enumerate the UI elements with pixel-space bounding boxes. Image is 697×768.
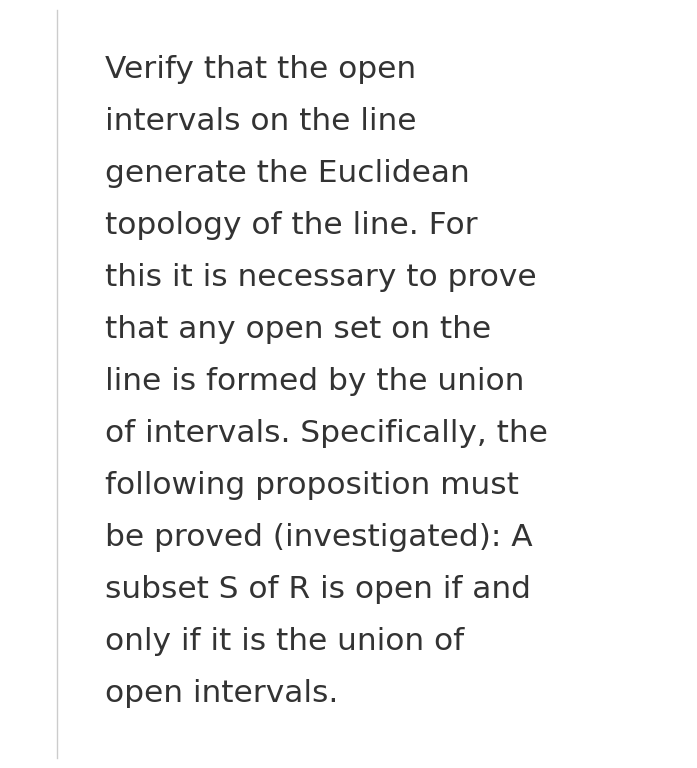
- Text: subset S of R is open if and: subset S of R is open if and: [105, 575, 531, 604]
- Text: be proved (investigated): A: be proved (investigated): A: [105, 523, 533, 552]
- Text: Verify that the open: Verify that the open: [105, 55, 416, 84]
- Text: generate the Euclidean: generate the Euclidean: [105, 159, 470, 188]
- Text: line is formed by the union: line is formed by the union: [105, 367, 524, 396]
- Text: intervals on the line: intervals on the line: [105, 107, 417, 136]
- Text: topology of the line. For: topology of the line. For: [105, 211, 477, 240]
- Text: this it is necessary to prove: this it is necessary to prove: [105, 263, 537, 292]
- Text: open intervals.: open intervals.: [105, 679, 338, 708]
- Text: following proposition must: following proposition must: [105, 471, 519, 500]
- Text: only if it is the union of: only if it is the union of: [105, 627, 464, 656]
- Text: of intervals. Specifically, the: of intervals. Specifically, the: [105, 419, 548, 448]
- Text: that any open set on the: that any open set on the: [105, 315, 491, 344]
